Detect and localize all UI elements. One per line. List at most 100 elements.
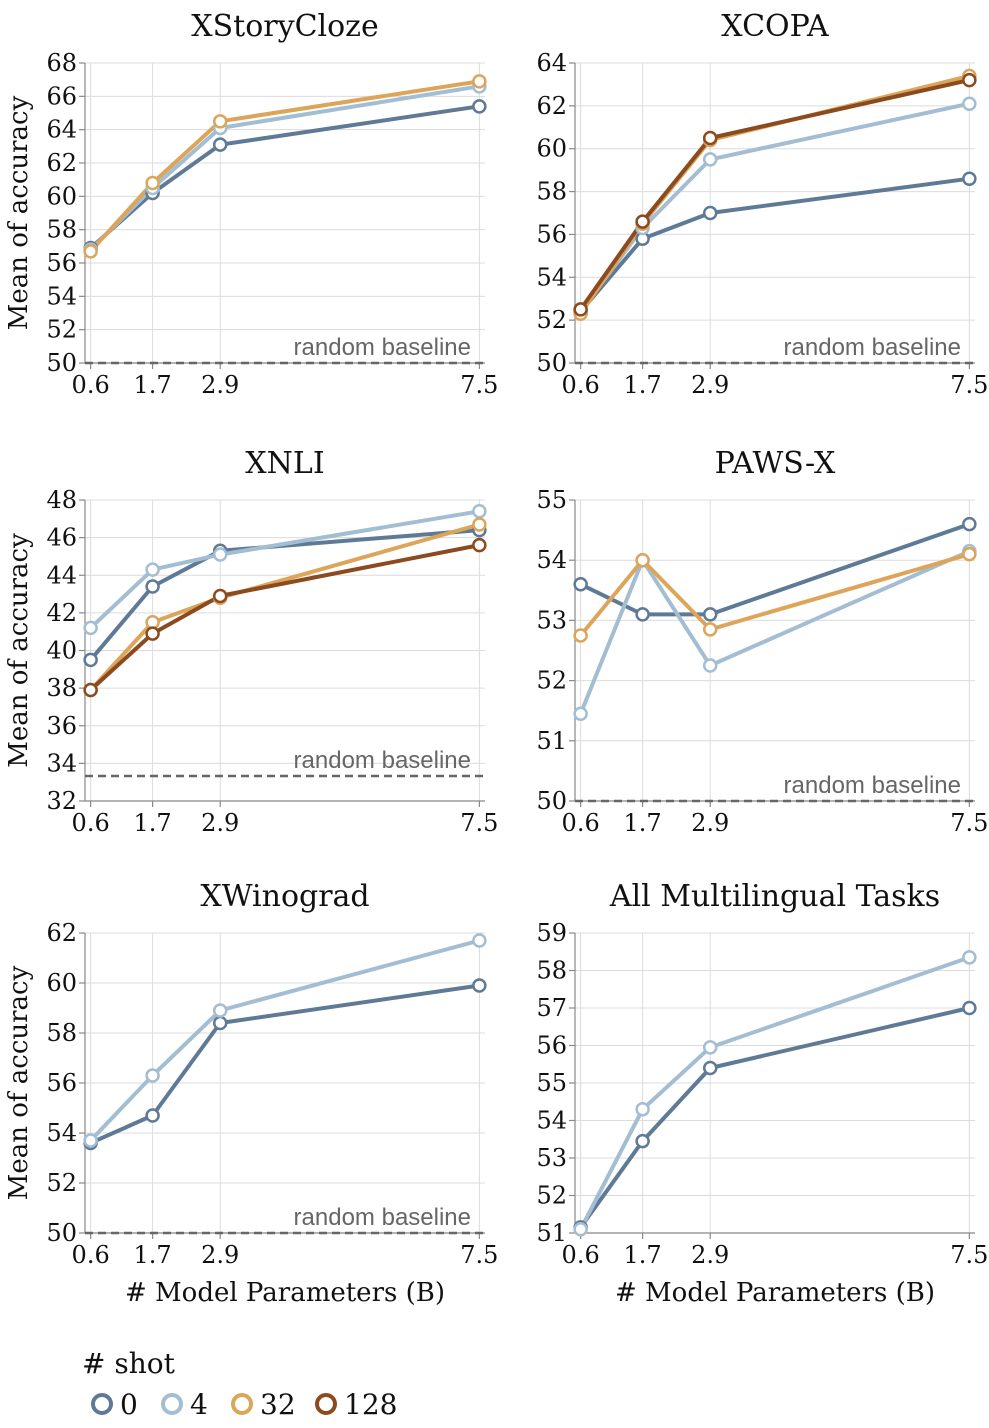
data-point-4-shot <box>702 152 718 167</box>
data-point-0-shot <box>472 978 487 993</box>
x-tick-label: 7.5 <box>460 371 498 399</box>
series-line-32-shot <box>579 552 970 637</box>
y-tick-label: 53 <box>536 1144 567 1172</box>
x-tick-label: 1.7 <box>624 809 662 837</box>
series-line-32-shot <box>578 73 970 315</box>
panel-title: XCOPA <box>721 9 829 44</box>
series-line-32-shot <box>89 79 480 253</box>
data-point-0-shot <box>702 1060 718 1076</box>
data-point-128-shot <box>472 537 487 553</box>
panel-xnli: XNLI 32 34 36 38 40 42 44 46 48 0.6 1.7 2.9 7.5 random… <box>4 446 498 837</box>
y-tick-label: 54 <box>46 1119 77 1147</box>
data-point-4-shot <box>702 1040 718 1055</box>
y-tick-label: 51 <box>536 1219 567 1247</box>
data-point-128-shot <box>573 302 588 317</box>
y-tick-label: 54 <box>46 282 77 310</box>
data-point-4-shot <box>635 1102 650 1117</box>
y-tick-label: 34 <box>46 749 77 777</box>
data-point-32-shot <box>635 552 650 568</box>
x-tick-label: 2.9 <box>201 1241 239 1269</box>
x-tick-label: 1.7 <box>134 371 172 399</box>
y-tick-label: 62 <box>46 919 77 947</box>
series-line-128-shot <box>89 543 480 692</box>
y-tick-label: 58 <box>536 957 567 985</box>
data-point-128-shot <box>83 682 98 698</box>
x-tick-label: 1.7 <box>134 1241 172 1269</box>
y-tick-label: 66 <box>46 82 77 110</box>
x-tick-label: 0.6 <box>562 371 600 399</box>
y-tick-label: 62 <box>536 92 567 120</box>
data-point-0-shot <box>573 577 588 592</box>
y-tick-label: 48 <box>46 486 77 514</box>
y-tick-label: 54 <box>536 1107 567 1135</box>
y-tick-label: 46 <box>46 524 77 552</box>
data-point-0-shot <box>472 99 487 114</box>
legend-title: # shot <box>82 1347 176 1380</box>
data-point-32-shot <box>962 546 977 562</box>
data-point-4-shot <box>573 706 588 721</box>
panel-xstorycloze: XStoryCloze 50 52 54 56 58 60 62 64 66 68 0.6 1.7 2.9… <box>4 9 498 399</box>
x-tick-label: 7.5 <box>950 809 988 837</box>
y-tick-label: 52 <box>536 306 567 334</box>
data-point-128-shot <box>635 214 650 229</box>
y-tick-label: 56 <box>46 1069 77 1097</box>
y-tick-label: 53 <box>536 606 567 634</box>
x-tick-label: 2.9 <box>201 809 239 837</box>
data-point-4-shot <box>145 1068 160 1083</box>
y-tick-label: 60 <box>46 969 77 997</box>
legend-marker-4-shot <box>161 1393 183 1415</box>
data-point-128-shot <box>212 588 228 604</box>
y-tick-label: 68 <box>46 49 77 77</box>
y-tick-label: 64 <box>46 116 77 144</box>
y-tick-label: 50 <box>46 349 77 377</box>
random-baseline-label: random baseline <box>294 1204 471 1231</box>
data-point-0-shot <box>635 1133 650 1149</box>
data-point-0-shot <box>962 516 977 532</box>
x-tick-label: 7.5 <box>460 1241 498 1269</box>
y-tick-label: 52 <box>46 1169 77 1197</box>
panel-xwinograd: XWinograd 50 52 54 56 58 60 62 0.6 1.7 2.9 7.5 rando… <box>4 879 498 1308</box>
legend-label: 4 <box>190 1388 208 1421</box>
data-point-128-shot <box>145 626 160 641</box>
data-point-128-shot <box>962 72 977 88</box>
data-point-4-shot <box>145 562 160 577</box>
series-line-0-shot <box>89 528 480 662</box>
y-tick-label: 57 <box>536 994 567 1022</box>
series-line-4-shot <box>89 509 480 630</box>
data-point-0-shot <box>145 579 160 594</box>
data-point-0-shot <box>212 1015 228 1031</box>
y-tick-label: 58 <box>46 216 77 244</box>
x-tick-label: 2.9 <box>201 371 239 399</box>
series-line-0-shot <box>89 983 480 1145</box>
x-tick-label: 0.6 <box>562 809 600 837</box>
data-point-32-shot <box>83 244 98 259</box>
y-tick-label: 40 <box>46 637 77 665</box>
panel-paws-x: PAWS-X 50 51 52 53 54 55 0.6 1.7 2.9 7.5 random bas… <box>536 446 988 837</box>
x-tick-label: 0.6 <box>72 1241 110 1269</box>
x-tick-label: 7.5 <box>950 1241 988 1269</box>
data-point-0-shot <box>702 205 718 221</box>
x-axis-label: # Model Parameters (B) <box>125 1278 445 1308</box>
data-point-0-shot <box>145 1108 160 1123</box>
series-line-0-shot <box>579 176 970 313</box>
y-tick-label: 52 <box>536 667 567 695</box>
series-line-4-shot <box>578 955 971 1231</box>
series-line-128-shot <box>578 78 970 311</box>
panel-title: PAWS-X <box>715 446 836 481</box>
random-baseline-label: random baseline <box>784 772 961 799</box>
y-tick-label: 59 <box>536 919 567 947</box>
random-baseline-label: random baseline <box>784 334 961 361</box>
legend-label: 128 <box>344 1388 397 1421</box>
y-tick-label: 55 <box>536 486 567 514</box>
x-tick-label: 0.6 <box>562 1241 600 1269</box>
series-line-4-shot <box>89 938 480 1142</box>
x-tick-label: 7.5 <box>950 371 988 399</box>
y-tick-label: 51 <box>536 727 567 755</box>
data-point-0-shot <box>962 1000 977 1016</box>
y-tick-label: 60 <box>46 182 77 210</box>
y-axis-label: Mean of accuracy <box>4 965 34 1200</box>
panel-title: XStoryCloze <box>191 9 379 44</box>
data-point-4-shot <box>83 1133 98 1148</box>
panel-title: All Multilingual Tasks <box>609 879 940 914</box>
legend-label: 0 <box>120 1388 138 1421</box>
